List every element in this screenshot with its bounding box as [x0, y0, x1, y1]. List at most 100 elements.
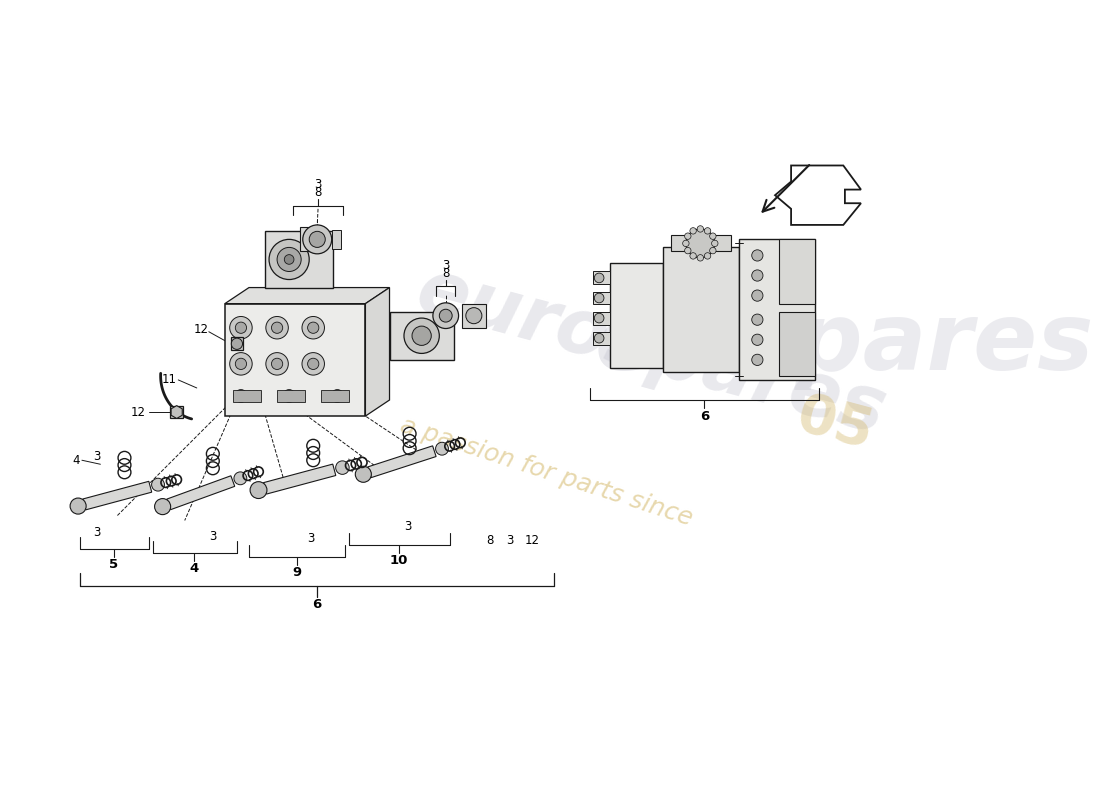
Circle shape	[704, 253, 711, 259]
Bar	[389, 312, 454, 360]
Bar	[321, 390, 350, 402]
Circle shape	[697, 254, 704, 261]
Text: ospares: ospares	[674, 298, 1094, 390]
Polygon shape	[167, 476, 234, 510]
Bar	[233, 390, 261, 402]
Circle shape	[308, 322, 319, 334]
Bar	[299, 227, 320, 251]
Circle shape	[272, 358, 283, 370]
Circle shape	[234, 390, 248, 402]
Bar	[662, 247, 739, 372]
Circle shape	[230, 353, 252, 375]
Text: 05: 05	[791, 388, 880, 460]
Circle shape	[283, 390, 296, 402]
Circle shape	[302, 225, 332, 254]
Circle shape	[683, 240, 689, 246]
Circle shape	[710, 233, 716, 239]
Circle shape	[465, 308, 482, 324]
Circle shape	[152, 478, 165, 491]
Bar	[779, 239, 815, 304]
Circle shape	[302, 353, 324, 375]
Bar	[170, 406, 183, 418]
Text: 5: 5	[110, 558, 119, 571]
Circle shape	[751, 334, 763, 346]
Circle shape	[433, 303, 459, 329]
Circle shape	[404, 318, 439, 354]
Circle shape	[235, 358, 246, 370]
Text: 3: 3	[209, 530, 217, 543]
Circle shape	[277, 247, 301, 271]
Circle shape	[309, 231, 326, 247]
Text: eur: eur	[594, 298, 772, 390]
Text: 12: 12	[194, 323, 208, 336]
Circle shape	[684, 233, 691, 239]
Bar	[224, 304, 365, 416]
Circle shape	[751, 270, 763, 281]
Circle shape	[308, 358, 319, 370]
Text: 8: 8	[315, 186, 321, 199]
Text: 11: 11	[162, 374, 177, 386]
Circle shape	[70, 498, 86, 514]
Polygon shape	[776, 166, 861, 225]
Circle shape	[355, 466, 372, 482]
Circle shape	[594, 273, 604, 282]
Bar	[231, 338, 243, 350]
Circle shape	[272, 322, 283, 334]
Text: 8: 8	[442, 266, 450, 280]
Circle shape	[155, 498, 170, 514]
Polygon shape	[82, 482, 152, 510]
Bar	[277, 390, 305, 402]
Circle shape	[751, 290, 763, 302]
Circle shape	[594, 314, 604, 323]
Circle shape	[230, 317, 252, 339]
Circle shape	[439, 310, 452, 322]
Text: a passion for parts since: a passion for parts since	[397, 414, 695, 531]
Circle shape	[704, 228, 711, 234]
Bar	[593, 291, 611, 305]
Polygon shape	[264, 464, 336, 494]
Circle shape	[684, 247, 691, 254]
Text: 3: 3	[315, 178, 321, 191]
Circle shape	[686, 229, 715, 258]
Circle shape	[270, 239, 309, 279]
Bar	[462, 304, 486, 328]
Circle shape	[412, 326, 431, 346]
Bar	[779, 312, 815, 376]
Circle shape	[712, 240, 718, 246]
Circle shape	[231, 338, 242, 350]
Circle shape	[302, 317, 324, 339]
Text: 3: 3	[307, 532, 315, 545]
Text: 10: 10	[390, 554, 408, 567]
Bar	[265, 231, 333, 287]
Bar	[610, 263, 662, 368]
Text: 3: 3	[92, 450, 100, 462]
Circle shape	[234, 472, 246, 485]
Circle shape	[436, 442, 449, 455]
Text: 12: 12	[131, 406, 145, 418]
Bar	[739, 239, 815, 380]
Text: 3: 3	[442, 258, 450, 271]
Bar	[593, 312, 611, 325]
Polygon shape	[365, 287, 389, 416]
Text: 4: 4	[73, 454, 80, 466]
Text: 12: 12	[525, 534, 539, 547]
Circle shape	[266, 317, 288, 339]
Text: 3: 3	[405, 520, 411, 534]
Circle shape	[690, 228, 696, 234]
Circle shape	[235, 322, 246, 334]
Circle shape	[266, 353, 288, 375]
Bar	[593, 271, 611, 284]
Circle shape	[250, 482, 267, 498]
Circle shape	[751, 250, 763, 261]
Text: 8: 8	[486, 534, 494, 547]
Circle shape	[284, 254, 294, 264]
Circle shape	[710, 247, 716, 254]
Circle shape	[594, 334, 604, 343]
Text: 9: 9	[293, 566, 301, 579]
Bar	[671, 235, 730, 251]
Circle shape	[751, 314, 763, 326]
Text: 3: 3	[92, 526, 100, 539]
Bar	[593, 332, 611, 345]
Circle shape	[690, 253, 696, 259]
Circle shape	[751, 354, 763, 366]
